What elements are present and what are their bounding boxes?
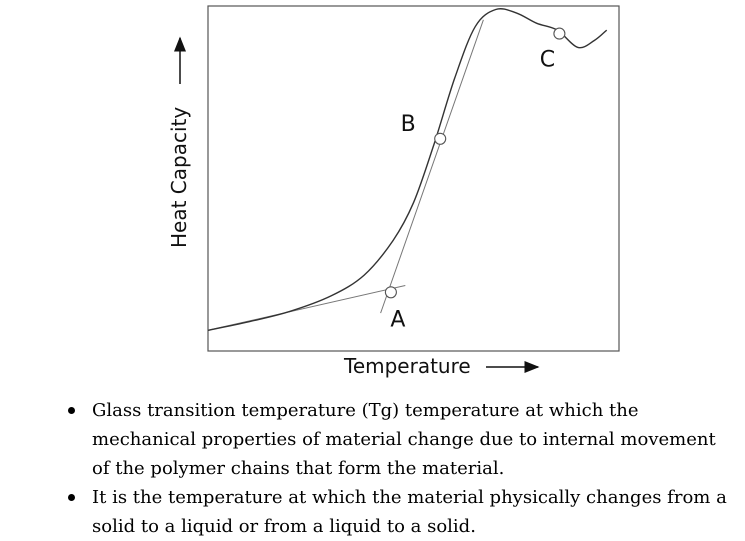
label-c: C bbox=[540, 48, 555, 73]
bullet-dot bbox=[68, 407, 75, 414]
label-b: B bbox=[401, 112, 416, 137]
bullet-text: It is the temperature at which the mater… bbox=[92, 487, 727, 537]
plot-frame bbox=[207, 5, 620, 352]
label-a: A bbox=[390, 307, 405, 332]
bullet-item: Glass transition temperature (Tg) temper… bbox=[62, 396, 732, 483]
tangent-lines bbox=[207, 19, 484, 331]
x-axis-label: Temperature bbox=[343, 354, 471, 378]
marker-c bbox=[553, 27, 566, 40]
bullet-text: Glass transition temperature (Tg) temper… bbox=[92, 400, 716, 479]
marker-b bbox=[434, 132, 447, 145]
annotations: A B C bbox=[384, 27, 566, 332]
heat-capacity-chart: Heat Capacity Temperature A B C bbox=[167, 5, 620, 378]
marker-a bbox=[384, 286, 397, 299]
bullet-dot bbox=[68, 494, 75, 501]
bullet-list: Glass transition temperature (Tg) temper… bbox=[62, 396, 732, 541]
bullet-item: It is the temperature at which the mater… bbox=[62, 483, 732, 541]
y-axis-label: Heat Capacity bbox=[167, 107, 191, 248]
tangent-line bbox=[380, 19, 484, 314]
